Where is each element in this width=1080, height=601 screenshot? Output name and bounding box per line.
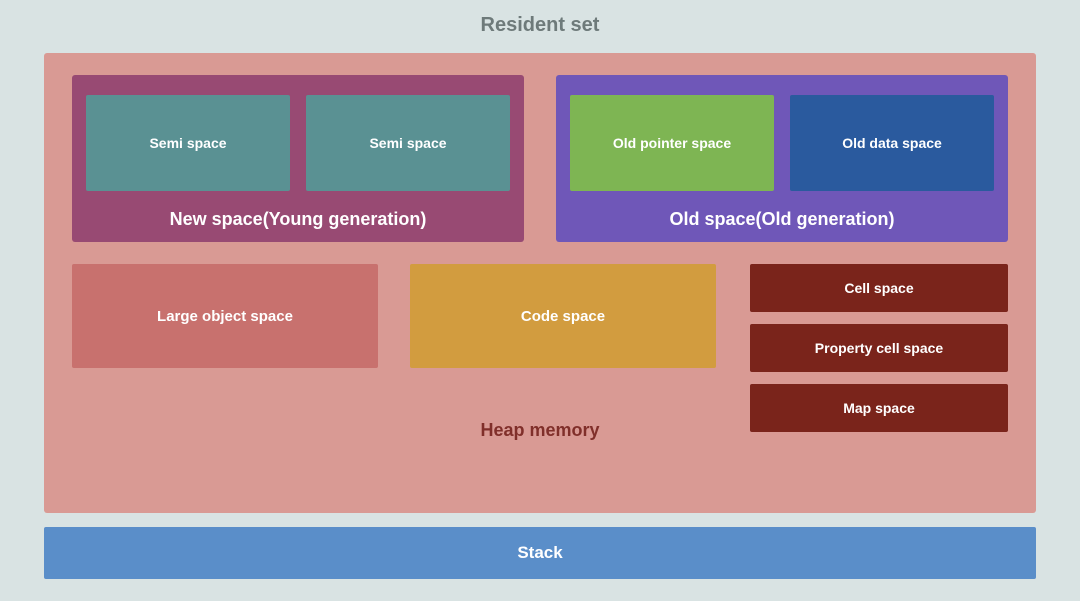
mini-spaces-column: Cell space Property cell space Map space (750, 264, 1008, 432)
resident-set-diagram: Resident set Semi space Semi space New s… (0, 0, 1080, 601)
old-space-box: Old pointer space Old data space Old spa… (556, 75, 1008, 242)
heap-memory-container: Semi space Semi space New space(Young ge… (44, 53, 1036, 513)
old-pointer-space: Old pointer space (570, 95, 774, 191)
new-space-label: New space(Young generation) (170, 209, 427, 230)
new-space-cells: Semi space Semi space (86, 95, 510, 191)
diagram-title: Resident set (44, 14, 1036, 37)
new-space-box: Semi space Semi space New space(Young ge… (72, 75, 524, 242)
code-space: Code space (410, 264, 716, 368)
semi-space-0: Semi space (86, 95, 290, 191)
old-data-space: Old data space (790, 95, 994, 191)
semi-space-1: Semi space (306, 95, 510, 191)
heap-memory-label: Heap memory (72, 420, 1008, 441)
stack-box: Stack (44, 527, 1036, 579)
generation-row: Semi space Semi space New space(Young ge… (72, 75, 1008, 242)
old-space-label: Old space(Old generation) (669, 209, 894, 230)
middle-row: Large object space Code space Cell space… (72, 264, 1008, 432)
large-object-space: Large object space (72, 264, 378, 368)
cell-space: Cell space (750, 264, 1008, 312)
old-space-cells: Old pointer space Old data space (570, 95, 994, 191)
property-cell-space: Property cell space (750, 324, 1008, 372)
